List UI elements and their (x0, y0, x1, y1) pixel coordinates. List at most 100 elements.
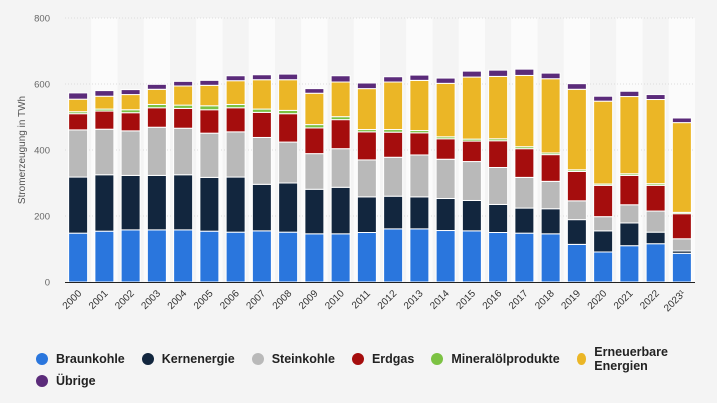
bar-segment-braunkohle[interactable] (540, 233, 561, 283)
bar-segment-kernenergie[interactable] (120, 174, 141, 231)
bar-segment-erneuerbare-energien[interactable] (671, 122, 692, 213)
bar-segment-erneuerbare-energien[interactable] (566, 88, 587, 171)
bar-segment-kernenergie[interactable] (330, 186, 351, 235)
bar-segment-erneuerbare-energien[interactable] (593, 100, 614, 185)
bar-segment-erneuerbare-energien[interactable] (68, 98, 89, 113)
bar-segment-erdgas[interactable] (251, 111, 272, 138)
bar-segment-kernenergie[interactable] (540, 208, 561, 235)
bar-segment-erdgas[interactable] (593, 184, 614, 218)
bar-segment-braunkohle[interactable] (278, 231, 299, 283)
bar-segment-erneuerbare-energien[interactable] (146, 88, 167, 105)
bar-segment-braunkohle[interactable] (330, 233, 351, 283)
bar-segment-erneuerbare-energien[interactable] (304, 92, 325, 126)
bar-segment-steinkohle[interactable] (514, 176, 535, 209)
bar-segment-erdgas[interactable] (671, 213, 692, 240)
bar-segment-erdgas[interactable] (278, 113, 299, 143)
bar-segment-übrige[interactable] (68, 92, 89, 100)
bar-segment-erneuerbare-energien[interactable] (199, 84, 220, 107)
bar-segment-steinkohle[interactable] (199, 132, 220, 178)
bar-segment-erneuerbare-energien[interactable] (540, 78, 561, 154)
bar-segment-erdgas[interactable] (94, 110, 115, 130)
bar-segment-kernenergie[interactable] (566, 219, 587, 245)
bar-segment-erdgas[interactable] (304, 127, 325, 155)
bar-segment-braunkohle[interactable] (251, 230, 272, 283)
bar-segment-kernenergie[interactable] (94, 174, 115, 232)
bar-segment-steinkohle[interactable] (540, 180, 561, 210)
bar-segment-übrige[interactable] (488, 69, 509, 77)
bar-segment-steinkohle[interactable] (566, 200, 587, 221)
bar-segment-braunkohle[interactable] (94, 230, 115, 283)
bar-segment-braunkohle[interactable] (120, 229, 141, 283)
bar-segment-steinkohle[interactable] (671, 238, 692, 252)
bar-segment-erdgas[interactable] (68, 113, 89, 131)
bar-segment-erdgas[interactable] (356, 131, 377, 161)
bar-segment-übrige[interactable] (671, 117, 692, 124)
bar-segment-erneuerbare-energien[interactable] (645, 99, 666, 185)
bar-segment-braunkohle[interactable] (619, 245, 640, 283)
bar-segment-kernenergie[interactable] (225, 176, 246, 233)
bar-segment-braunkohle[interactable] (593, 251, 614, 283)
bar-segment-steinkohle[interactable] (120, 130, 141, 176)
bar-segment-erdgas[interactable] (120, 112, 141, 132)
legend-item[interactable]: Mineralölprodukte (431, 352, 560, 366)
bar-segment-erdgas[interactable] (173, 107, 194, 129)
bar-segment-kernenergie[interactable] (514, 207, 535, 234)
bar-segment-braunkohle[interactable] (409, 228, 430, 283)
bar-segment-erdgas[interactable] (409, 132, 430, 156)
bar-segment-übrige[interactable] (566, 83, 587, 90)
legend-item[interactable]: Erdgas (351, 352, 414, 366)
bar-segment-steinkohle[interactable] (304, 153, 325, 190)
bar-segment-übrige[interactable] (225, 75, 246, 82)
bar-segment-braunkohle[interactable] (199, 230, 220, 283)
bar-segment-übrige[interactable] (304, 88, 325, 94)
bar-segment-übrige[interactable] (356, 82, 377, 90)
bar-segment-erdgas[interactable] (488, 140, 509, 168)
bar-segment-erdgas[interactable] (383, 131, 404, 158)
bar-segment-übrige[interactable] (619, 90, 640, 98)
bar-segment-steinkohle[interactable] (356, 159, 377, 198)
bar-segment-braunkohle[interactable] (356, 232, 377, 283)
bar-segment-braunkohle[interactable] (566, 243, 587, 283)
bar-segment-erneuerbare-energien[interactable] (514, 74, 535, 148)
bar-segment-steinkohle[interactable] (278, 141, 299, 184)
bar-segment-kernenergie[interactable] (304, 188, 325, 235)
bar-segment-steinkohle[interactable] (488, 166, 509, 205)
bar-segment-übrige[interactable] (461, 70, 482, 78)
bar-segment-braunkohle[interactable] (304, 233, 325, 283)
bar-segment-kernenergie[interactable] (435, 198, 456, 232)
bar-segment-erneuerbare-energien[interactable] (120, 94, 141, 111)
bar-segment-erneuerbare-energien[interactable] (278, 79, 299, 111)
bar-segment-erneuerbare-energien[interactable] (94, 95, 115, 110)
bar-segment-braunkohle[interactable] (461, 230, 482, 283)
bar-segment-erdgas[interactable] (514, 148, 535, 178)
bar-segment-steinkohle[interactable] (593, 216, 614, 232)
bar-segment-übrige[interactable] (409, 74, 430, 81)
bar-segment-übrige[interactable] (383, 76, 404, 83)
bar-segment-übrige[interactable] (146, 83, 167, 90)
bar-segment-erneuerbare-energien[interactable] (225, 80, 246, 105)
bar-segment-erdgas[interactable] (146, 107, 167, 128)
legend-item[interactable]: Steinkohle (251, 352, 335, 366)
bar-segment-erneuerbare-energien[interactable] (251, 79, 272, 110)
bar-segment-kernenergie[interactable] (645, 231, 666, 245)
bar-segment-braunkohle[interactable] (383, 228, 404, 283)
bar-segment-braunkohle[interactable] (645, 243, 666, 283)
legend-item[interactable]: Übrige (36, 374, 96, 388)
bar-segment-steinkohle[interactable] (645, 210, 666, 233)
bar-segment-erneuerbare-energien[interactable] (619, 96, 640, 175)
bar-segment-steinkohle[interactable] (409, 154, 430, 198)
bar-segment-kernenergie[interactable] (173, 174, 194, 231)
bar-segment-braunkohle[interactable] (488, 232, 509, 283)
bar-segment-steinkohle[interactable] (330, 148, 351, 188)
legend-item[interactable]: Braunkohle (36, 352, 125, 366)
bar-segment-kernenergie[interactable] (251, 183, 272, 232)
bar-segment-übrige[interactable] (540, 72, 561, 80)
bar-segment-kernenergie[interactable] (593, 230, 614, 253)
bar-segment-erneuerbare-energien[interactable] (488, 75, 509, 140)
legend-item[interactable]: Kernenergie (141, 352, 235, 366)
bar-segment-kernenergie[interactable] (488, 203, 509, 233)
bar-segment-erdgas[interactable] (225, 107, 246, 133)
bar-segment-erneuerbare-energien[interactable] (409, 79, 430, 132)
bar-segment-steinkohle[interactable] (383, 156, 404, 197)
bar-segment-erneuerbare-energien[interactable] (461, 76, 482, 140)
